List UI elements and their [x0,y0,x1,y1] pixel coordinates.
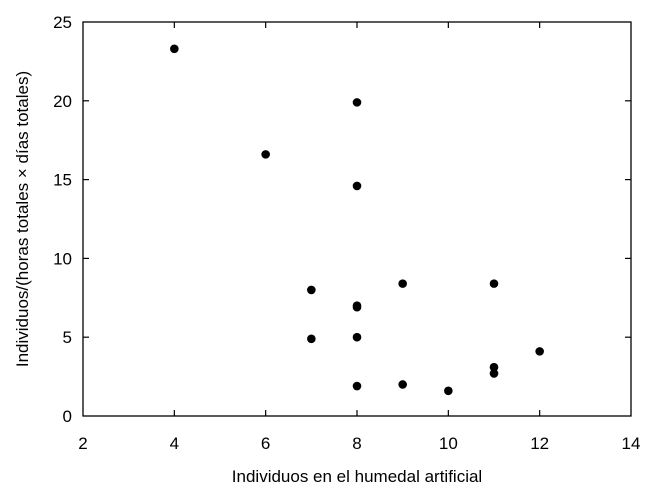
data-point [307,285,316,295]
data-point [352,332,362,342]
x-tick-label: 4 [170,434,179,453]
data-point [398,279,407,288]
data-point [398,380,407,389]
y-tick-label: 15 [53,171,72,190]
data-point [352,381,362,391]
data-point [489,362,499,372]
x-tick-label: 6 [261,434,270,453]
y-tick-label: 20 [53,92,72,111]
data-point [170,44,179,54]
x-axis-title: Individuos en el humedal artificial [232,467,482,486]
data-point [352,302,362,312]
data-point [444,386,453,396]
x-tick-label: 2 [78,434,87,453]
data-point [261,150,270,159]
data-point [489,279,499,288]
y-tick-label: 0 [63,407,72,426]
data-point [352,98,362,107]
plot-frame [82,21,632,417]
ticks-layer: 2 4 6 8 10 12 14 0 5 10 15 20 25 [53,13,640,453]
y-axis-title: Individuos/(horas totales × días totales… [13,71,32,367]
data-point [489,369,499,378]
data-point [352,181,362,191]
x-tick-label: 14 [622,434,641,453]
data-point [307,334,316,344]
x-tick-label: 10 [439,434,458,453]
y-tick-label: 25 [53,13,72,32]
x-tick-label: 8 [352,434,361,453]
data-point [535,347,544,356]
y-tick-label: 5 [63,328,72,347]
x-tick-label: 12 [530,434,549,453]
points-layer [170,44,544,396]
y-tick-label: 10 [53,249,72,268]
